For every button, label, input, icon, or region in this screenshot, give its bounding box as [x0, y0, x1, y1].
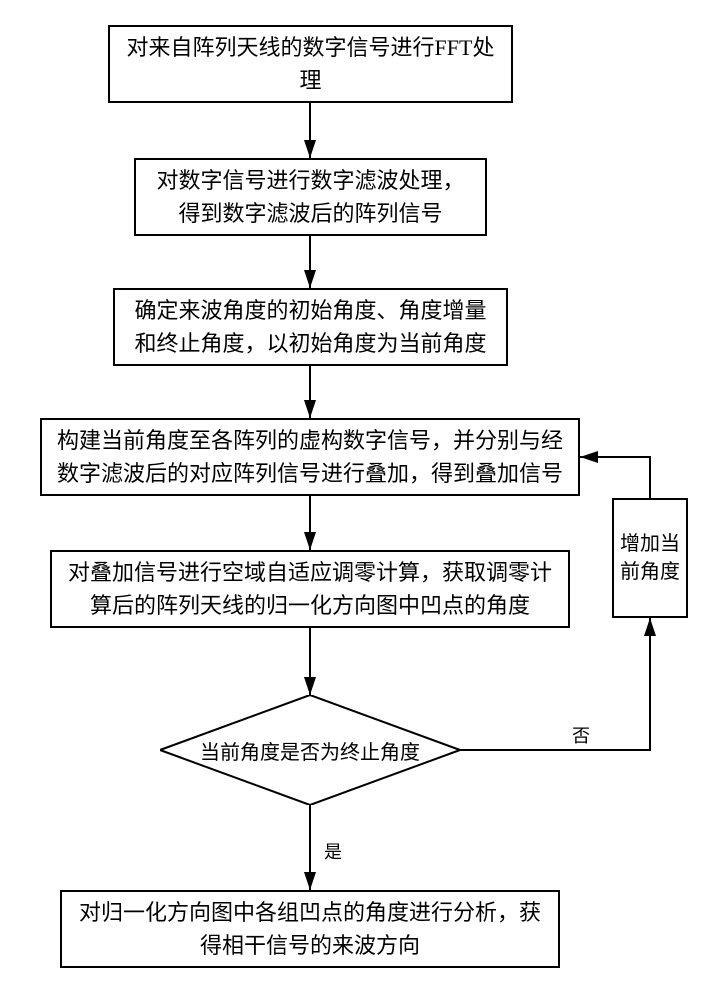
- edge-loop: [580, 457, 650, 498]
- node-decision: 当前角度是否为终止角度: [160, 695, 460, 805]
- node-increment-angle: 增加当前角度: [612, 498, 688, 618]
- node-label: 当前角度是否为终止角度: [200, 736, 420, 765]
- node-label: 对来自阵列天线的数字信号进行FFT处理: [122, 31, 499, 97]
- node-analyze: 对归一化方向图中各组凹点的角度进行分析，获得相干信号的来波方向: [60, 890, 560, 968]
- edge-label-yes: 是: [322, 838, 344, 864]
- node-label: 对归一化方向图中各组凹点的角度进行分析，获得相干信号的来波方向: [74, 896, 546, 962]
- node-label: 确定来波角度的初始角度、角度增量和终止角度，以初始角度为当前角度: [127, 294, 494, 360]
- node-label: 增加当前角度: [618, 530, 682, 586]
- node-init-angle: 确定来波角度的初始角度、角度增量和终止角度，以初始角度为当前角度: [113, 288, 508, 366]
- edge-label-no: 否: [570, 722, 592, 748]
- edge-no: [460, 618, 650, 750]
- node-construct-signal: 构建当前角度至各阵列的虚构数字信号，并分别与经数字滤波后的对应阵列信号进行叠加，…: [40, 418, 580, 496]
- node-label: 对叠加信号进行空域自适应调零计算，获取调零计算后的阵列天线的归一化方向图中凹点的…: [64, 556, 556, 622]
- node-label: 对数字信号进行数字滤波处理，得到数字滤波后的阵列信号: [148, 164, 473, 230]
- node-filter: 对数字信号进行数字滤波处理，得到数字滤波后的阵列信号: [134, 158, 487, 236]
- edges-layer: [0, 0, 717, 1000]
- node-adaptive-null: 对叠加信号进行空域自适应调零计算，获取调零计算后的阵列天线的归一化方向图中凹点的…: [50, 550, 570, 628]
- node-fft: 对来自阵列天线的数字信号进行FFT处理: [108, 25, 513, 103]
- node-label: 构建当前角度至各阵列的虚构数字信号，并分别与经数字滤波后的对应阵列信号进行叠加，…: [54, 424, 566, 490]
- flowchart-canvas: 对来自阵列天线的数字信号进行FFT处理 对数字信号进行数字滤波处理，得到数字滤波…: [0, 0, 717, 1000]
